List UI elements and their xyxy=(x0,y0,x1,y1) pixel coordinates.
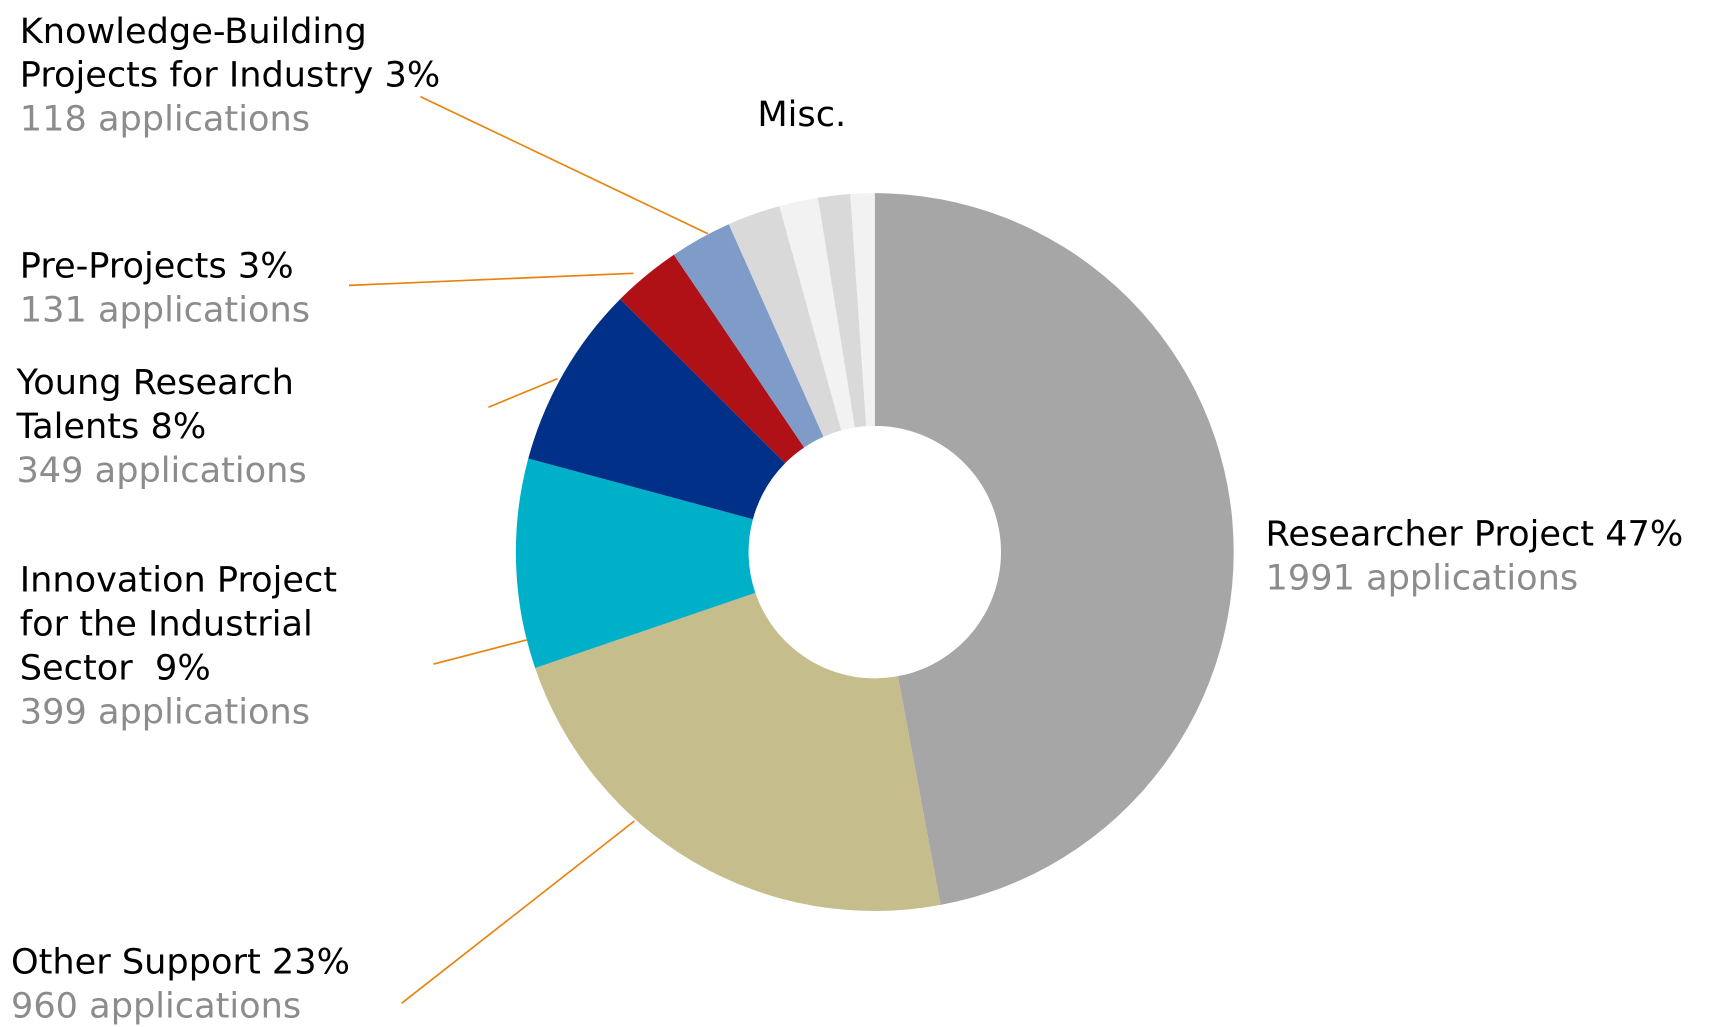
leader-line xyxy=(420,95,709,235)
slice-label: Pre-Projects 3% 131 applications xyxy=(20,244,310,332)
slice-label: Other Support 23% 960 applications xyxy=(11,940,350,1027)
donut-slice xyxy=(535,592,941,912)
donut-slice xyxy=(728,206,842,437)
donut-slice xyxy=(528,299,786,520)
leader-lines xyxy=(349,95,709,1004)
slice-label: Innovation Project for the Industrial Se… xyxy=(20,558,337,734)
value-label: 960 applications xyxy=(10,984,302,1027)
category-label: Pre-Projects 3% xyxy=(19,244,294,287)
slice-label: Young Research Talents 8% 349 application… xyxy=(16,360,306,492)
donut-slice xyxy=(673,224,824,448)
donut-slice xyxy=(874,193,1234,905)
category-label: Other Support 23% xyxy=(10,940,350,983)
slice-label: Knowledge-Building Projects for Industry… xyxy=(20,9,440,141)
annotation: Misc. xyxy=(757,93,847,136)
value-label: 349 applications xyxy=(16,448,307,491)
value-label: 131 applications xyxy=(19,288,311,331)
leader-line xyxy=(488,377,558,408)
leader-line xyxy=(349,272,634,287)
donut-slice xyxy=(515,458,756,669)
category-label: Researcher Project 47% xyxy=(1265,512,1684,555)
category-label: Innovation Project for the Industrial Se… xyxy=(19,558,338,689)
value-label: 1991 applications xyxy=(1265,556,1579,599)
slice-label: Researcher Project 47% 1991 applications xyxy=(1266,511,1684,599)
donut-slice xyxy=(779,197,855,431)
value-label: 399 applications xyxy=(19,690,311,733)
category-label: Young Research Talents 8% xyxy=(16,361,294,447)
leader-line xyxy=(401,820,635,1004)
donut-slice xyxy=(620,254,805,464)
donut-slice xyxy=(817,194,867,428)
donut-slice xyxy=(850,193,875,427)
leader-line xyxy=(433,639,528,665)
value-label: 118 applications xyxy=(19,97,311,140)
category-label: Knowledge-Building Projects for Industry… xyxy=(19,9,441,96)
